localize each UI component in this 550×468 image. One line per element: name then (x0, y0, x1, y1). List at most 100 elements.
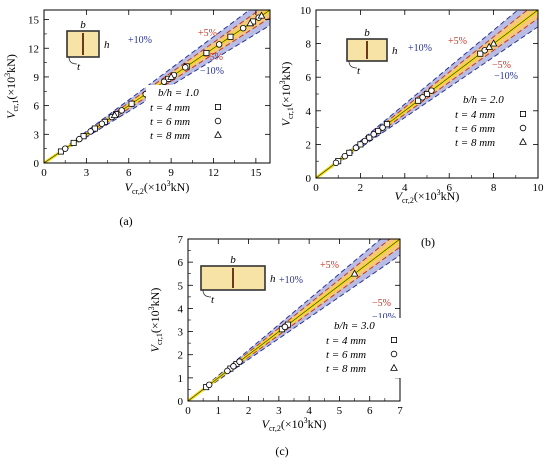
data-point-circle (281, 323, 289, 331)
data-point-circle (379, 124, 386, 131)
data-point-square (80, 133, 87, 140)
data-point-circle (98, 120, 106, 127)
data-point-square (91, 125, 98, 132)
y-tick-label: 8 (306, 39, 312, 51)
y-tick-label: 0 (178, 396, 184, 408)
y-tick-label: 2 (306, 139, 312, 151)
line-minus-10 (188, 254, 400, 401)
data-point-square (477, 50, 484, 57)
data-point-triangle (257, 11, 266, 19)
y-axis-label: Vcr,1(×103kN) (147, 288, 164, 353)
y-axis-label-unit_pre: (×10 (279, 84, 293, 107)
section-label-t: t (357, 65, 361, 77)
y-tick-label: 12 (28, 43, 39, 55)
data-point-square (415, 97, 422, 104)
x-tick-label: 7 (397, 405, 403, 417)
legend-ratio: b/h = 3.0 (334, 320, 375, 332)
y-axis-label-exp: 3 (147, 306, 156, 310)
data-point-circle (61, 145, 69, 152)
band-label-plus-10: +10% (128, 35, 152, 46)
x-axis-label-unit_pre: (×10 (414, 189, 437, 203)
section-label-t: t (77, 61, 81, 73)
legend-entry-label: t = 8 mm (326, 363, 366, 375)
data-point-circle (428, 87, 435, 94)
data-point-triangle (489, 39, 498, 47)
band-label-plus-10: +10% (279, 275, 303, 286)
y-axis-label: Vcr,1(×103kN) (3, 54, 20, 119)
data-point-square (357, 141, 364, 148)
legend-entry-label: t = 6 mm (150, 116, 190, 128)
panel-label: (b) (421, 235, 435, 249)
data-point-circle (230, 363, 237, 370)
x-tick-label: 15 (250, 167, 262, 179)
x-axis-label: Vcr,2(×103kN) (395, 188, 460, 205)
data-point-triangle (350, 269, 359, 277)
y-axis-label-unit_post: kN) (279, 62, 293, 81)
legend-ratio: b/h = 2.0 (463, 94, 504, 106)
x-tick-label: 1 (216, 405, 222, 417)
band-label-minus-10: −10% (494, 71, 518, 82)
y-axis-label-main: V (148, 343, 162, 352)
section-icon: b h t (346, 27, 398, 77)
x-tick-label: 4 (306, 405, 312, 417)
section-label-h: h (104, 39, 110, 51)
x-axis-label-exp: 3 (304, 416, 308, 425)
x-axis-label-sub: cr,2 (402, 196, 414, 205)
data-point-square (203, 50, 210, 57)
data-point-circle (236, 358, 243, 365)
panel-label: (a) (119, 214, 132, 228)
band-label-plus-10: +10% (408, 43, 432, 54)
legend: b/h = 3.0 t = 4 mm t = 6 mm t = 8 mm (322, 318, 404, 378)
data-point-square (384, 121, 391, 128)
x-axis-label-unit_pre: (×10 (144, 180, 167, 194)
legend-entry-label: t = 4 mm (150, 102, 190, 114)
y-tick-label: 6 (178, 257, 184, 269)
y-tick-label: 4 (178, 303, 184, 315)
data-point-circle (332, 159, 340, 167)
y-axis-label-main: V (279, 117, 293, 126)
data-point-square (128, 100, 135, 107)
x-tick-label: 5 (337, 405, 343, 417)
line-minus-10 (316, 26, 538, 178)
legend-marker-triangle (214, 130, 222, 138)
y-tick-label: 10 (300, 5, 312, 17)
x-tick-label: 6 (126, 167, 132, 179)
chart-panel-c: 0 1 2 3 4 5 6 701234567Vcr,2(×103kN)Vcr,1(×103k… (147, 234, 404, 458)
x-axis-label-unit_pre: (×10 (281, 417, 304, 431)
legend: b/h = 2.0 t = 4 mm t = 6 mm t = 8 mm (451, 92, 533, 152)
section-label-h: h (270, 273, 276, 285)
y-tick-label: 3 (34, 129, 40, 141)
data-point-circle (205, 381, 213, 388)
section-icon: b h t (200, 254, 276, 306)
y-tick-label: 0 (34, 158, 40, 170)
data-point-circle (182, 64, 189, 71)
data-point-circle (419, 94, 426, 101)
x-tick-label: 3 (84, 167, 90, 179)
data-point-square (227, 33, 234, 40)
y-axis-label-exp: 3 (278, 80, 287, 84)
x-tick-label: 2 (246, 405, 252, 417)
x-axis-label-main: V (395, 189, 404, 203)
y-axis-label-unit_post: kN) (148, 288, 162, 307)
band-label-plus-5: +5% (448, 36, 467, 47)
section-label-b: b (230, 254, 236, 266)
y-axis-label: Vcr,1(×103kN) (278, 62, 295, 127)
y-axis-label-main: V (4, 110, 18, 119)
x-tick-label: 0 (313, 182, 319, 194)
y-axis-label-unit_post: kN) (4, 54, 18, 73)
x-axis-label-exp: 3 (167, 179, 171, 188)
data-point-circle (76, 135, 83, 143)
data-point-triangle (246, 19, 255, 27)
legend: b/h = 1.0 t = 4 mm t = 6 mm t = 8 mm (146, 85, 228, 145)
legend-ratio: b/h = 1.0 (158, 87, 199, 99)
section-icon: b h t (66, 19, 110, 73)
line-minus-5 (316, 17, 538, 178)
y-axis-label-sub: cr,1 (286, 107, 295, 119)
y-tick-label: 3 (178, 327, 184, 339)
band-label-minus-10: −10% (200, 66, 224, 77)
data-point-square (346, 149, 353, 156)
x-axis-label-unit_post: kN) (171, 180, 190, 194)
legend-entry-label: t = 4 mm (326, 335, 366, 347)
